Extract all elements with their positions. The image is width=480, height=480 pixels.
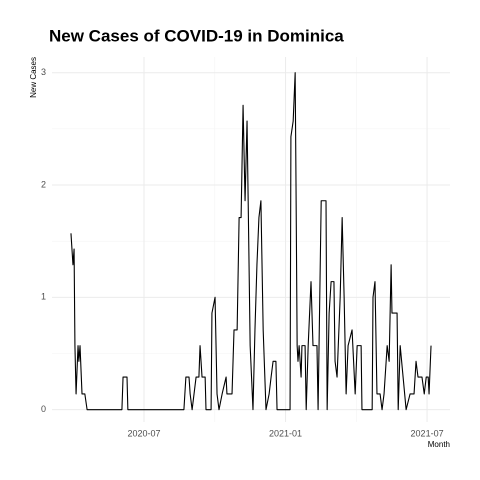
y-tick-label: 1 <box>41 292 46 302</box>
y-axis-label: New Cases <box>29 57 38 98</box>
x-tick-label: 2021-01 <box>269 428 302 438</box>
chart-title: New Cases of COVID-19 in Dominica <box>49 26 344 45</box>
line <box>70 72 432 411</box>
y-tick-label: 2 <box>41 179 46 189</box>
y-tick-label: 3 <box>41 67 46 77</box>
y-tick-label: 0 <box>41 404 46 414</box>
x-axis-label: Month <box>428 440 450 449</box>
x-tick-label: 2021-07 <box>411 428 444 438</box>
x-tick-label: 2020-07 <box>127 428 160 438</box>
